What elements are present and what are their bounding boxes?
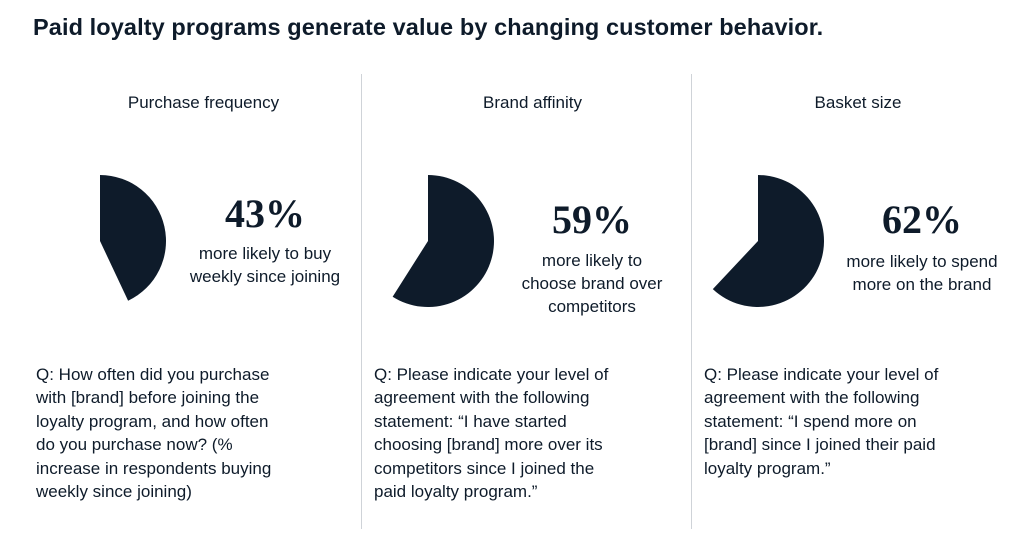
chart-title: Paid loyalty programs generate value by …	[33, 14, 824, 40]
question-line: statement: “I spend more on	[704, 411, 917, 431]
stat-line: choose brand over	[521, 274, 663, 293]
question-line: Q: Please indicate your level of	[704, 365, 939, 384]
divider	[361, 74, 362, 529]
stat-description: more likely to choose brand over competi…	[497, 249, 687, 318]
pie-chart	[34, 175, 166, 307]
stat-value: 59%	[552, 197, 632, 242]
survey-question: Q: Please indicate your level of agreeme…	[704, 363, 1019, 480]
stat-line: more likely to spend	[846, 252, 998, 271]
question-line: competitors since I joined the	[374, 458, 595, 478]
question-line: Q: Please indicate your level of	[374, 365, 609, 384]
panel-heading: Brand affinity	[483, 93, 582, 112]
stat-line: competitors	[548, 297, 636, 316]
stat-value: 43%	[225, 191, 305, 236]
stat-line: more on the brand	[852, 275, 992, 294]
panel-purchase-frequency: Purchase frequency 43% more likely to bu…	[0, 74, 361, 534]
stat-line: more likely to buy	[198, 244, 332, 263]
divider	[691, 74, 692, 529]
question-line: agreement with the following	[704, 388, 920, 408]
question-line: statement: “I have started	[374, 411, 567, 431]
survey-question: Q: Please indicate your level of agreeme…	[374, 363, 689, 503]
question-line: [brand] since I joined their paid	[704, 435, 936, 455]
question-line: Q: How often did you purchase	[36, 365, 270, 384]
pie-chart	[692, 175, 824, 307]
stat-description: more likely to buy weekly since joining	[175, 242, 355, 288]
stat-line: weekly since joining	[189, 267, 341, 286]
pie-slice	[392, 175, 494, 307]
pie-slice	[712, 175, 824, 307]
stat-line: more likely to	[541, 251, 643, 270]
question-line: with [brand] before joining the	[36, 388, 260, 408]
survey-question: Q: How often did you purchase with [bran…	[36, 363, 356, 503]
panel-heading: Purchase frequency	[127, 93, 280, 112]
question-line: increase in respondents buying	[36, 458, 272, 478]
question-line: do you purchase now? (%	[36, 435, 233, 455]
pie-chart	[362, 175, 494, 307]
stat-value: 62%	[882, 197, 962, 242]
question-line: loyalty program.”	[704, 458, 831, 478]
pie-slice	[100, 175, 166, 301]
panel-brand-affinity: Brand affinity 59% more likely to choose…	[362, 74, 691, 534]
question-line: agreement with the following	[374, 388, 590, 408]
question-line: choosing [brand] more over its	[374, 435, 603, 455]
question-line: loyalty program, and how often	[36, 411, 269, 431]
question-line: weekly since joining)	[36, 482, 192, 502]
panel-basket-size: Basket size 62% more likely to spend mor…	[692, 74, 1024, 534]
panel-heading: Basket size	[814, 93, 902, 112]
stat-description: more likely to spend more on the brand	[827, 250, 1017, 296]
question-line: paid loyalty program.”	[374, 482, 538, 502]
